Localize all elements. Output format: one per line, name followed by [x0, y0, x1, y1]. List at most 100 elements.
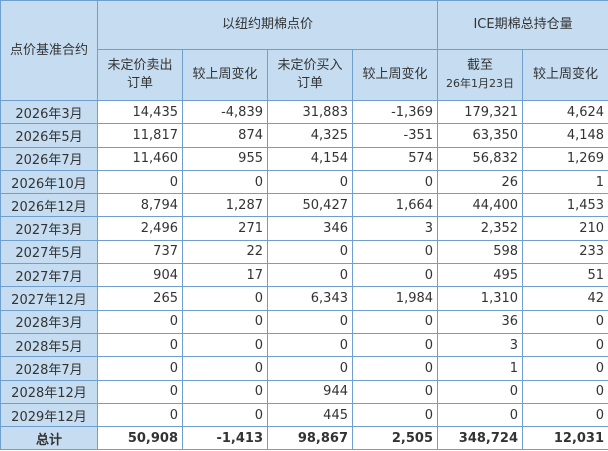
contract-cell: 2028年5月 — [0, 332, 98, 358]
asof-header: 截至 26年1月23日 — [437, 49, 524, 101]
value-cell: 1,287 — [182, 193, 268, 218]
value-cell: 31,883 — [267, 99, 353, 125]
value-cell: 271 — [182, 216, 268, 241]
value-cell: 0 — [182, 309, 268, 334]
value-cell: 598 — [437, 239, 524, 265]
ice-oi-group-header: ICE期棉总持仓量 — [437, 0, 608, 50]
value-cell: 495 — [437, 263, 524, 288]
value-cell: 445 — [267, 402, 353, 428]
unpriced-sell-header: 未定价卖出 订单 — [97, 49, 183, 101]
contract-cell: 2028年12月 — [0, 379, 98, 404]
value-cell: 2,505 — [351, 426, 439, 451]
value-cell: 0 — [351, 379, 439, 404]
value-cell: 874 — [182, 123, 268, 148]
contract-cell: 2026年10月 — [0, 169, 98, 195]
contract-cell: 2026年3月 — [0, 99, 98, 125]
contract-cell: 2026年7月 — [0, 146, 98, 171]
contract-cell: 2029年12月 — [0, 402, 98, 428]
value-cell: 0 — [351, 263, 439, 288]
value-cell: 0 — [182, 356, 268, 381]
value-cell: 348,724 — [437, 426, 524, 451]
value-cell: 4,154 — [267, 146, 353, 171]
value-cell: 0 — [522, 309, 608, 334]
total-row: 总计 50,908 -1,413 98,867 2,505 348,724 12,031 — [0, 426, 608, 451]
value-cell: 0 — [97, 356, 183, 381]
value-cell: 1,984 — [351, 286, 439, 311]
value-cell: 50,427 — [267, 193, 353, 218]
value-cell: 3 — [351, 216, 439, 241]
value-cell: 233 — [522, 239, 608, 265]
value-cell: 0 — [182, 332, 268, 358]
value-cell: 0 — [351, 239, 439, 265]
value-cell: -4,839 — [182, 99, 268, 125]
value-cell: 3 — [437, 332, 524, 358]
value-cell: 0 — [97, 309, 183, 334]
value-cell: 36 — [437, 309, 524, 334]
value-cell: 0 — [267, 356, 353, 381]
value-cell: 0 — [522, 356, 608, 381]
value-cell: 11,460 — [97, 146, 183, 171]
value-cell: 0 — [97, 169, 183, 195]
value-cell: 44,400 — [437, 193, 524, 218]
value-cell: 2,352 — [437, 216, 524, 241]
table-row: 2027年3月 2,496 271 346 3 2,352 210 — [0, 216, 608, 241]
table-row: 2028年5月 0 0 0 0 3 0 — [0, 332, 608, 358]
value-cell: 1 — [522, 169, 608, 195]
contract-cell: 总计 — [0, 426, 98, 451]
value-cell: 63,350 — [437, 123, 524, 148]
contract-header: 点价基准合约 — [0, 0, 98, 101]
table-row: 2028年12月 0 0 944 0 0 0 — [0, 379, 608, 404]
value-cell: 737 — [97, 239, 183, 265]
value-cell: 14,435 — [97, 99, 183, 125]
value-cell: 4,148 — [522, 123, 608, 148]
value-cell: -351 — [351, 123, 439, 148]
value-cell: 0 — [267, 239, 353, 265]
value-cell: 944 — [267, 379, 353, 404]
value-cell: 11,817 — [97, 123, 183, 148]
value-cell: 4,325 — [267, 123, 353, 148]
contract-cell: 2027年12月 — [0, 286, 98, 311]
table-row: 2026年3月 14,435 -4,839 31,883 -1,369 179,321 4,… — [0, 99, 608, 125]
value-cell: 574 — [351, 146, 439, 171]
contract-cell: 2027年3月 — [0, 216, 98, 241]
value-cell: 22 — [182, 239, 268, 265]
value-cell: 2,496 — [97, 216, 183, 241]
value-cell: 0 — [351, 332, 439, 358]
value-cell: 17 — [182, 263, 268, 288]
value-cell: -1,369 — [351, 99, 439, 125]
value-cell: 4,624 — [522, 99, 608, 125]
table-row: 2029年12月 0 0 445 0 0 0 — [0, 402, 608, 428]
table-row: 2028年3月 0 0 0 0 36 0 — [0, 309, 608, 334]
value-cell: 0 — [182, 402, 268, 428]
value-cell: 265 — [97, 286, 183, 311]
value-cell: 0 — [437, 379, 524, 404]
value-cell: 1 — [437, 356, 524, 381]
table-row: 2026年10月 0 0 0 0 26 1 — [0, 169, 608, 195]
contract-cell: 2026年12月 — [0, 193, 98, 218]
table-row: 2026年12月 8,794 1,287 50,427 1,664 44,400 1,453 — [0, 193, 608, 218]
value-cell: 1,310 — [437, 286, 524, 311]
oi-change-header: 较上周变化 — [522, 49, 608, 101]
contract-cell: 2027年7月 — [0, 263, 98, 288]
value-cell: 0 — [437, 402, 524, 428]
table-row: 2027年12月 265 0 6,343 1,984 1,310 42 — [0, 286, 608, 311]
buy-change-header: 较上周变化 — [351, 49, 439, 101]
contract-cell: 2027年5月 — [0, 239, 98, 265]
value-cell: 0 — [97, 402, 183, 428]
value-cell: 1,664 — [351, 193, 439, 218]
value-cell: 50,908 — [97, 426, 183, 451]
value-cell: 0 — [182, 379, 268, 404]
value-cell: 0 — [182, 286, 268, 311]
value-cell: 1,453 — [522, 193, 608, 218]
contract-cell: 2028年3月 — [0, 309, 98, 334]
value-cell: 1,269 — [522, 146, 608, 171]
value-cell: 0 — [267, 263, 353, 288]
value-cell: 955 — [182, 146, 268, 171]
value-cell: 0 — [351, 402, 439, 428]
value-cell: 0 — [267, 309, 353, 334]
value-cell: 904 — [97, 263, 183, 288]
contract-cell: 2028年7月 — [0, 356, 98, 381]
value-cell: 6,343 — [267, 286, 353, 311]
value-cell: 0 — [97, 332, 183, 358]
